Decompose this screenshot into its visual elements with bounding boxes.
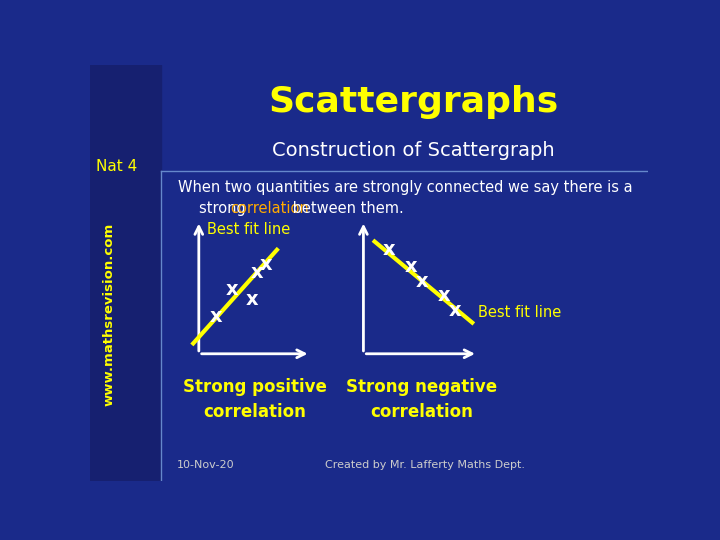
Text: When two quantities are strongly connected we say there is a: When two quantities are strongly connect… [178, 180, 633, 195]
Text: Best fit line: Best fit line [478, 305, 561, 320]
Text: x: x [226, 280, 238, 299]
Text: x: x [259, 255, 272, 274]
Text: 10-Nov-20: 10-Nov-20 [176, 460, 234, 470]
Text: Scattergraphs: Scattergraphs [269, 85, 559, 119]
Text: x: x [210, 307, 222, 326]
Text: between them.: between them. [288, 201, 404, 216]
Text: Strong positive: Strong positive [183, 378, 327, 396]
Text: www.mathsrevision.com: www.mathsrevision.com [103, 222, 116, 406]
Text: Best fit line: Best fit line [207, 221, 291, 237]
Text: correlation: correlation [203, 403, 306, 421]
Text: Nat 4: Nat 4 [96, 159, 137, 174]
Text: x: x [246, 290, 258, 309]
Text: correlation: correlation [230, 201, 310, 216]
Text: Construction of Scattergraph: Construction of Scattergraph [272, 140, 555, 159]
Text: x: x [405, 257, 417, 276]
Bar [90, 65, 161, 481]
Text: Created by Mr. Lafferty Maths Dept.: Created by Mr. Lafferty Maths Dept. [325, 460, 525, 470]
Text: x: x [382, 240, 395, 259]
Text: x: x [438, 286, 451, 305]
Text: x: x [415, 272, 428, 291]
Text: x: x [251, 263, 264, 282]
Text: correlation: correlation [371, 403, 474, 421]
Text: strong: strong [199, 201, 250, 216]
Text: Strong negative: Strong negative [346, 378, 498, 396]
Text: x: x [449, 301, 462, 320]
